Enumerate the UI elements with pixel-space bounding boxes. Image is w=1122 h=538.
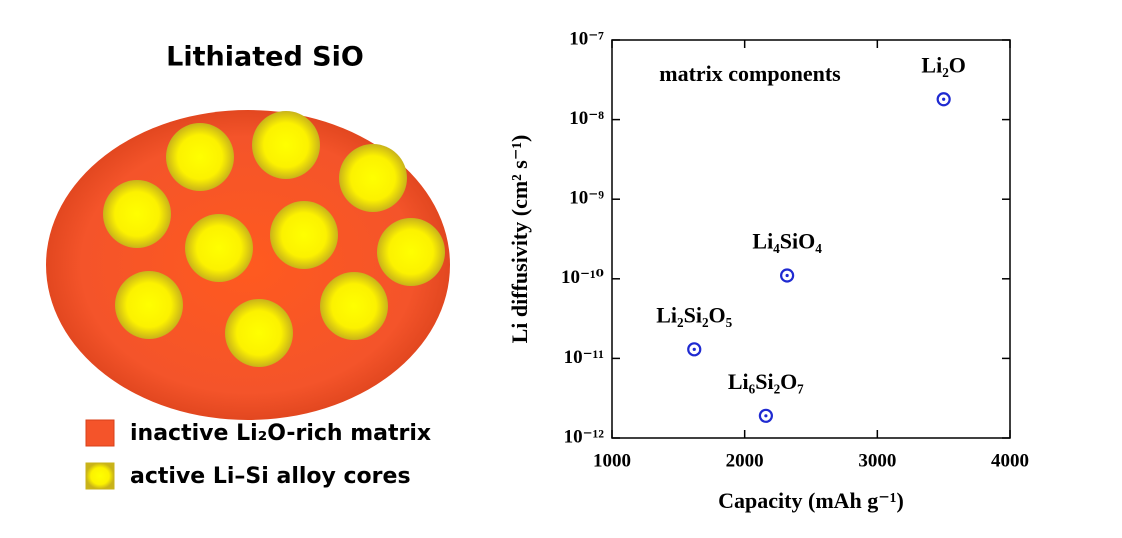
y-tick-label: 10⁻⁸ <box>569 108 604 129</box>
y-tick-label: 10⁻¹⁰ <box>561 267 604 288</box>
x-tick-label: 1000 <box>593 450 631 471</box>
core <box>185 214 253 282</box>
core <box>339 144 407 212</box>
x-tick-label: 2000 <box>726 450 764 471</box>
point <box>758 408 773 423</box>
point-label: Li₂Si₂O₅ <box>656 302 732 327</box>
point-label: Li₆Si₂O₇ <box>728 369 804 394</box>
point-center <box>764 414 768 418</box>
point-center <box>785 273 789 278</box>
point-center <box>692 347 696 351</box>
x-axis-label: Capacity (mAh g⁻¹) <box>718 488 904 513</box>
point-center <box>942 97 946 101</box>
point <box>936 92 951 107</box>
cores <box>103 111 445 367</box>
annotation: matrix components <box>659 61 841 86</box>
legend-label: inactive Li₂O-rich matrix <box>130 421 431 446</box>
x-tick-label: 3000 <box>858 450 896 471</box>
point-label: Li₂O <box>921 52 966 77</box>
core <box>225 299 293 367</box>
point <box>780 268 795 283</box>
y-tick-label: 10⁻⁹ <box>569 188 604 209</box>
y-tick-label: 10⁻¹² <box>564 426 605 447</box>
y-tick-label: 10⁻¹¹ <box>564 347 604 368</box>
point-label: Li₄SiO₄ <box>752 229 822 254</box>
legend-label: active Li–Si alloy cores <box>130 464 411 489</box>
core <box>252 111 320 179</box>
x-tick-label: 4000 <box>991 450 1029 471</box>
legend-swatch <box>85 462 115 490</box>
core <box>166 123 234 191</box>
core <box>115 271 183 339</box>
plot-frame <box>611 39 1011 439</box>
core <box>103 180 171 248</box>
legend-swatch <box>85 419 115 447</box>
chart: matrix components Capacity (mAh g⁻¹) Li … <box>507 28 1029 513</box>
point <box>687 342 702 357</box>
core <box>270 201 338 269</box>
y-axis-label: Li diffusivity (cm² s⁻¹) <box>507 135 532 344</box>
y-tick-label: 10⁻⁷ <box>569 28 604 49</box>
core <box>320 272 388 340</box>
diagram-title: Lithiated SiO <box>166 42 364 73</box>
core <box>377 218 445 286</box>
